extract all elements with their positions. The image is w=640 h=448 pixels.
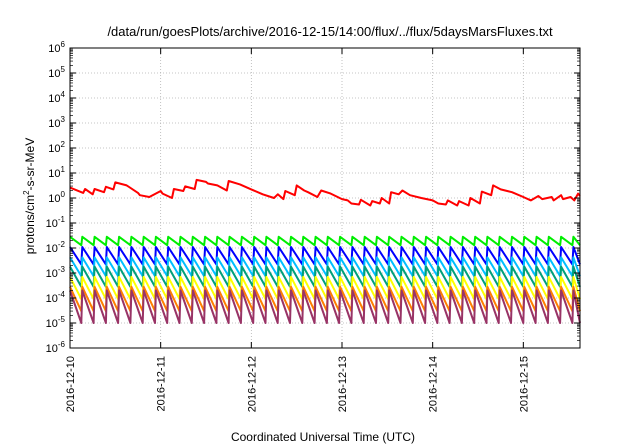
series-line-1 <box>69 178 581 207</box>
y-tick-base: 10 <box>48 118 60 130</box>
y-tick-base: 10 <box>48 143 60 155</box>
y-tick-base: 10 <box>48 168 60 180</box>
y-tick-label: 103 <box>48 115 65 130</box>
y-tick-exp: 2 <box>61 140 66 149</box>
x-tick-label: 2016-12-10 <box>65 356 77 412</box>
x-axis: 2016-12-10 2016-12-11 2016-12-12 2016-12-13… <box>65 48 530 412</box>
y-tick-label: 10-5 <box>46 315 66 330</box>
chart-title: /data/run/goesPlots/archive/2016-12-15/1… <box>107 24 553 39</box>
y-axis-label-main: protons/cm <box>23 195 37 254</box>
y-tick-base: 10 <box>46 318 58 330</box>
plot-area <box>69 178 581 324</box>
y-tick-label: 102 <box>48 140 65 155</box>
y-tick-base: 10 <box>48 68 60 80</box>
y-tick-label: 106 <box>48 40 65 55</box>
y-tick-base: 10 <box>46 218 58 230</box>
y-tick-exp: 3 <box>61 115 66 124</box>
y-tick-label: 105 <box>48 65 65 80</box>
y-tick-label: 104 <box>48 90 65 105</box>
y-tick-base: 10 <box>48 93 60 105</box>
y-tick-exp: 0 <box>61 190 66 199</box>
y-tick-exp: 1 <box>61 165 66 174</box>
y-tick-exp: -4 <box>58 290 66 299</box>
y-tick-label: 10-4 <box>46 290 66 305</box>
y-axis-label-sup: 2 <box>22 190 31 195</box>
y-tick-exp: -2 <box>58 240 66 249</box>
y-axis-label: protons/cm2-s-sr-MeV <box>22 138 37 254</box>
x-tick-label: 2016-12-14 <box>428 356 440 412</box>
y-tick-exp: -6 <box>58 340 66 349</box>
y-axis-label-rest: -s-sr-MeV <box>23 138 37 191</box>
y-tick-base: 10 <box>48 193 60 205</box>
y-tick-exp: 6 <box>61 40 66 49</box>
y-tick-exp: -3 <box>58 265 66 274</box>
y-tick-label: 10-2 <box>46 240 66 255</box>
y-tick-label: 10-3 <box>46 265 66 280</box>
y-tick-label: 10-6 <box>46 340 66 355</box>
x-axis-label: Coordinated Universal Time (UTC) <box>231 430 415 444</box>
y-tick-base: 10 <box>46 268 58 280</box>
y-tick-base: 10 <box>46 293 58 305</box>
x-tick-label: 2016-12-15 <box>518 356 530 412</box>
series-line-2 <box>69 235 581 247</box>
y-axis: 10-610-510-410-310-210-11001011021031041… <box>46 40 580 355</box>
y-tick-label: 10-1 <box>46 215 66 230</box>
y-tick-base: 10 <box>48 43 60 55</box>
y-tick-exp: 5 <box>61 65 66 74</box>
y-tick-label: 101 <box>48 165 65 180</box>
y-tick-label: 100 <box>48 190 65 205</box>
x-tick-label: 2016-12-13 <box>337 356 349 412</box>
x-tick-label: 2016-12-12 <box>246 356 258 412</box>
x-tick-label: 2016-12-11 <box>156 356 168 411</box>
y-tick-base: 10 <box>46 343 58 355</box>
y-tick-exp: -5 <box>58 315 66 324</box>
y-tick-exp: 4 <box>61 90 66 99</box>
y-tick-exp: -1 <box>58 215 66 224</box>
y-tick-base: 10 <box>46 243 58 255</box>
series-line-8 <box>69 289 581 324</box>
